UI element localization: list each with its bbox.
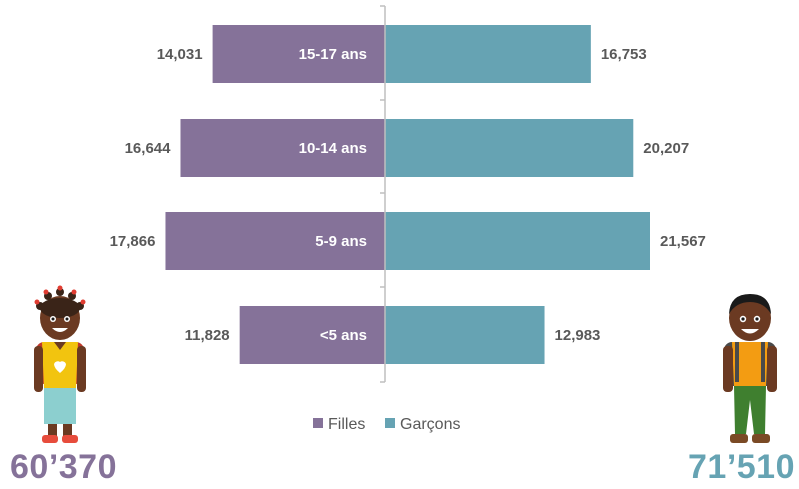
total-boys: 71’510 xyxy=(688,448,795,486)
value-label-filles: 14,031 xyxy=(157,46,203,63)
bar-garcons-15-17-ans xyxy=(385,25,591,83)
category-label: 5-9 ans xyxy=(315,233,367,250)
legend: Filles Garçons xyxy=(313,416,460,433)
value-label-filles: 16,644 xyxy=(125,140,172,157)
bar-filles-5-9-ans xyxy=(165,212,385,270)
legend-label-garcons: Garçons xyxy=(400,416,460,433)
value-label-garcons: 16,753 xyxy=(601,46,647,63)
boy-with-backpack-icon xyxy=(723,294,777,443)
value-label-garcons: 20,207 xyxy=(643,140,689,157)
value-label-garcons: 21,567 xyxy=(660,233,706,250)
legend-label-filles: Filles xyxy=(328,416,365,433)
category-label: 15-17 ans xyxy=(299,46,367,63)
girl-with-backpack-icon xyxy=(34,285,86,443)
total-girls: 60’370 xyxy=(10,448,117,486)
bars-layer xyxy=(165,25,650,364)
category-label: <5 ans xyxy=(320,327,367,344)
bar-garcons-5-9-ans xyxy=(385,212,650,270)
bar-garcons-10-14-ans xyxy=(385,119,634,177)
bar-filles-10-14-ans xyxy=(180,119,385,177)
value-label-filles: 17,866 xyxy=(110,233,156,250)
bar-garcons-5-ans xyxy=(385,306,545,364)
value-label-filles: 11,828 xyxy=(185,327,230,344)
labels-layer: 15-17 ans 14,031 16,753 10-14 ans 16,644 20,2… xyxy=(110,46,706,344)
legend-swatch-filles xyxy=(313,418,323,428)
bar-filles-15-17-ans xyxy=(212,25,385,83)
center-axis xyxy=(380,5,386,383)
bar-filles-5-ans xyxy=(239,306,385,364)
legend-swatch-garcons xyxy=(385,418,395,428)
category-label: 10-14 ans xyxy=(299,140,367,157)
value-label-garcons: 12,983 xyxy=(555,327,601,344)
